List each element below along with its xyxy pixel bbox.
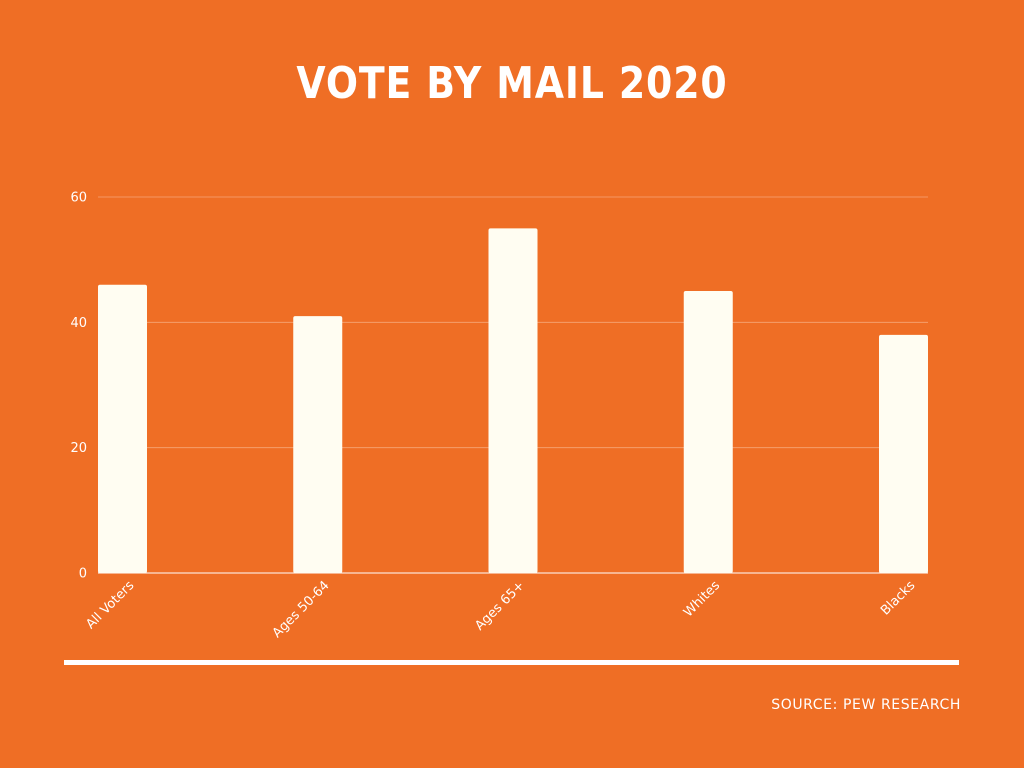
bar bbox=[488, 228, 538, 574]
y-axis-tick-labels: 0 20 40 60 bbox=[70, 191, 87, 582]
bar bbox=[683, 291, 733, 573]
bars bbox=[98, 228, 928, 574]
x-tick-label: All Voters bbox=[83, 578, 137, 632]
bar bbox=[879, 334, 928, 573]
y-tick-label: 20 bbox=[70, 441, 87, 456]
bar bbox=[293, 316, 343, 573]
bar bbox=[98, 284, 147, 573]
y-tick-label: 0 bbox=[79, 567, 87, 582]
y-tick-label: 60 bbox=[70, 191, 87, 206]
x-tick-label: Blacks bbox=[878, 578, 918, 618]
source-note: SOURCE: PEW RESEARCH bbox=[771, 697, 961, 713]
footer-divider bbox=[64, 660, 959, 665]
x-tick-label: Whites bbox=[681, 578, 723, 620]
x-tick-label: Ages 50-64 bbox=[270, 578, 333, 641]
y-tick-label: 40 bbox=[70, 316, 87, 331]
x-axis-tick-labels: All Voters Ages 50-64 Ages 65+ Whites Blacks bbox=[83, 578, 918, 641]
chart-title: VOTE BY MAIL 2020 bbox=[296, 58, 728, 109]
bar-chart: 0 20 40 60 All Voters Ages 50-64 Ages 65+ Whit… bbox=[70, 191, 928, 641]
x-tick-label: Ages 65+ bbox=[472, 578, 527, 633]
